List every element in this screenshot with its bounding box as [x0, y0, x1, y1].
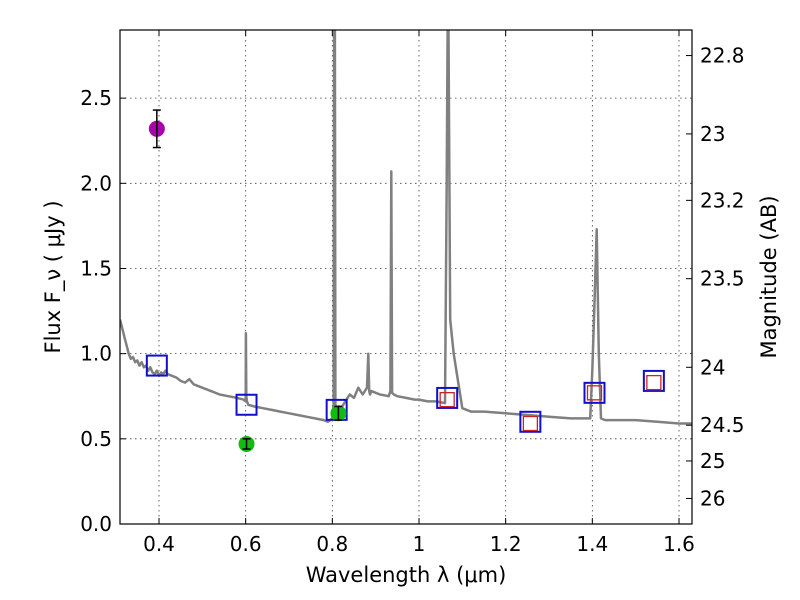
y-tick-label: 2.5	[80, 86, 112, 110]
plot-series	[120, 30, 692, 452]
x-tick-label: 1.2	[490, 532, 522, 556]
hst-photometry-square	[586, 385, 603, 401]
hst-photometry-square	[522, 415, 539, 432]
hst-photometry-square	[439, 391, 455, 408]
model-photometry-square	[519, 410, 542, 433]
y2-tick-label: 24	[700, 355, 725, 379]
y-tick-label: 0.0	[80, 512, 112, 536]
plot-frame	[119, 29, 693, 525]
model-sed-line	[120, 30, 692, 425]
y-tick-label: 2.0	[80, 171, 112, 195]
hst-photometry-square	[646, 374, 662, 391]
x-axis-label: Wavelength λ (μm)	[306, 563, 507, 587]
model-photometry-square	[642, 369, 665, 392]
y-tick-label: 1.0	[80, 342, 112, 366]
x-tick-label: 0.8	[316, 532, 348, 556]
x-tick-label: 1.4	[576, 532, 608, 556]
y2-tick-label: 25	[700, 449, 725, 473]
y2-axis-label: Magnitude (AB)	[757, 195, 781, 358]
grid-lines	[120, 30, 692, 524]
model-photometry-square	[235, 393, 258, 416]
x-tick-label: 0.4	[143, 532, 175, 556]
y-tick-label: 1.5	[80, 256, 112, 280]
x-tick-label: 1	[413, 532, 426, 556]
y2-tick-label: 23.5	[700, 267, 745, 291]
y2-tick-label: 22.8	[700, 44, 745, 68]
x-tick-label: 1.6	[663, 532, 695, 556]
y-tick-label: 0.5	[80, 427, 112, 451]
x-axis-ticks: 0.4 0.6 0.8 1 1.2 1.4 1.6	[143, 30, 695, 556]
y2-tick-label: 26	[700, 486, 725, 510]
y2-tick-label: 23.2	[700, 188, 745, 212]
model-photometry-square	[145, 354, 168, 377]
y2-tick-label: 24.5	[700, 413, 745, 437]
y2-tick-label: 23	[700, 122, 725, 146]
y2-axis-ticks: 22.8 23 23.2 23.5 24 24.5 25 26	[686, 44, 745, 510]
model-photometry-square	[583, 381, 606, 404]
y-axis-ticks: 0.0 0.5 1.0 1.5 2.0 2.5	[80, 86, 126, 536]
model-photometry-square	[436, 386, 459, 409]
y-axis-label: Flux F_ν ( μJy )	[41, 200, 66, 353]
x-tick-label: 0.6	[230, 532, 262, 556]
